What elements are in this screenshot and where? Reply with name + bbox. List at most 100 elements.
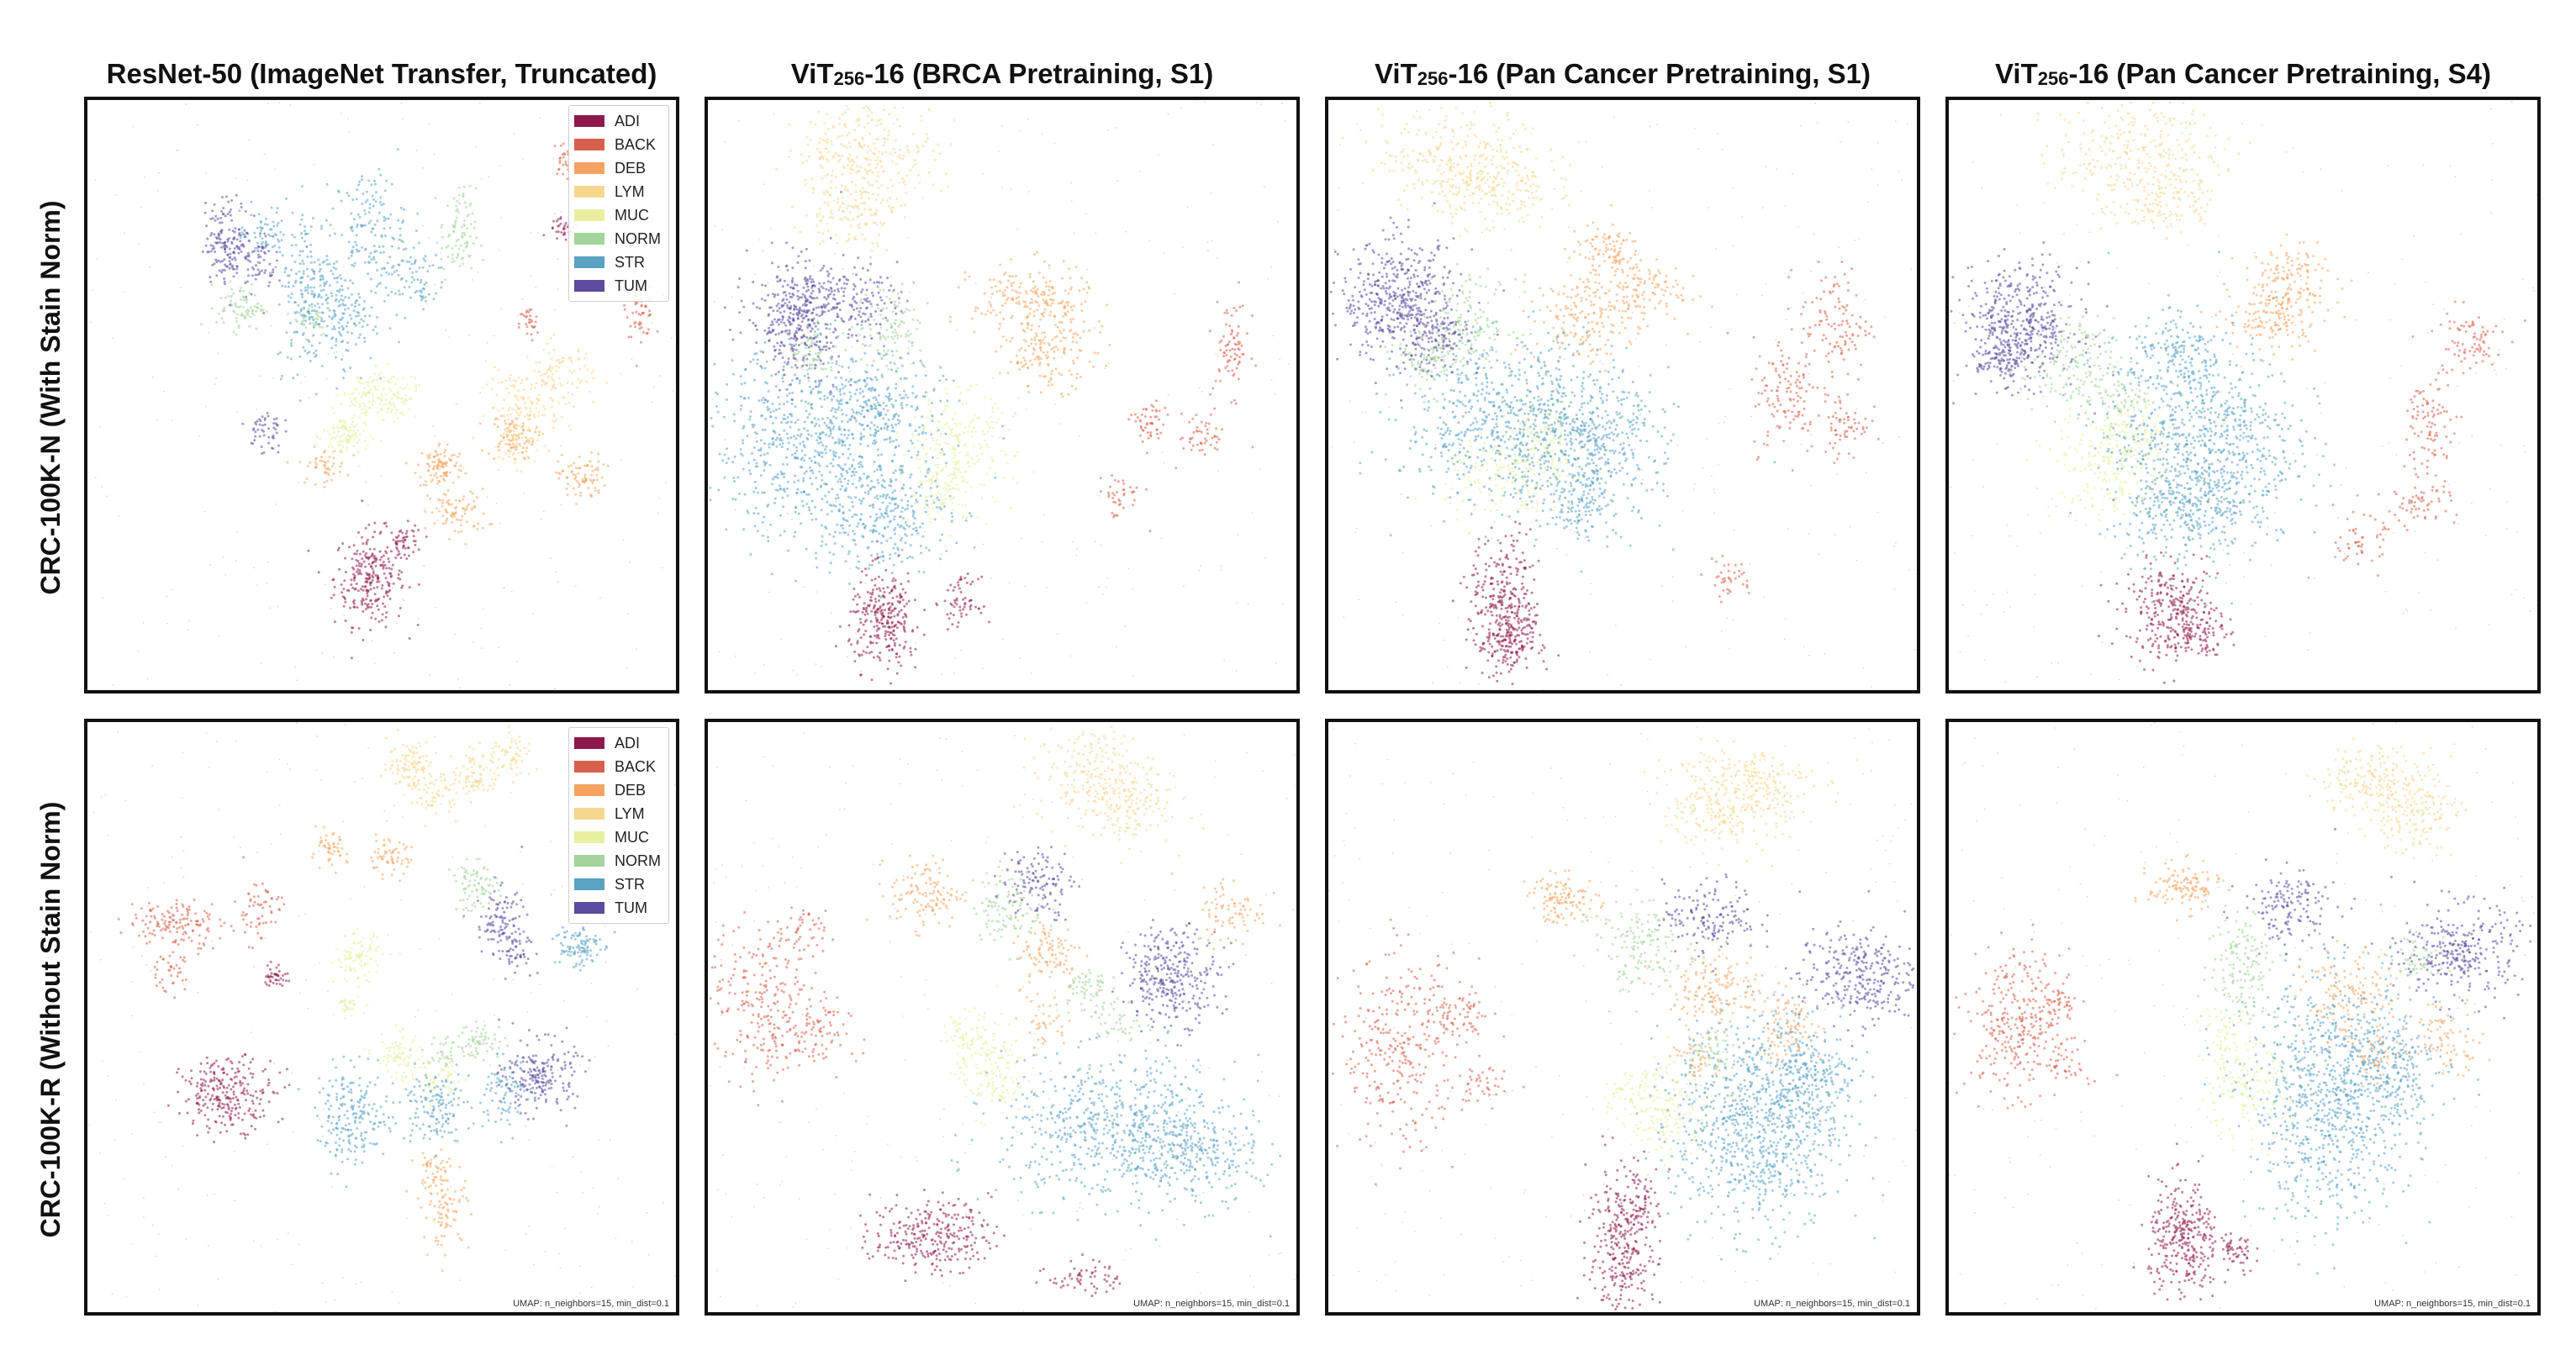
point-lym [585, 380, 589, 383]
point-deb [443, 455, 446, 458]
point-adi [888, 602, 890, 604]
point-str [359, 333, 362, 336]
point-deb [1069, 318, 1072, 321]
point-adi [895, 656, 898, 659]
point-tum [272, 235, 275, 238]
point-muc [988, 425, 991, 429]
point-str [335, 337, 338, 340]
point-norm [457, 238, 460, 241]
point-tum [267, 441, 271, 445]
point-str [299, 289, 303, 292]
point-norm [889, 323, 893, 326]
point-str [271, 245, 274, 249]
point-adi [879, 658, 882, 662]
background-point [185, 103, 187, 105]
point-muc [414, 377, 417, 380]
point-tum [272, 268, 275, 272]
point-back [1222, 335, 1225, 338]
background-point [517, 315, 519, 317]
point-str [332, 308, 335, 312]
point-deb [1092, 365, 1095, 368]
point-back [525, 332, 529, 335]
point-lym [872, 192, 875, 196]
point-tum [263, 423, 267, 426]
background-point [911, 425, 913, 427]
point-deb [510, 434, 514, 437]
point-back [1111, 497, 1115, 500]
point-str [355, 299, 358, 303]
point-tum [223, 241, 226, 245]
background-point [850, 346, 853, 348]
point-adi [886, 630, 889, 634]
background-point [230, 303, 233, 304]
point-adi [872, 588, 874, 592]
point-adi [364, 526, 367, 530]
point-deb [602, 463, 605, 467]
point-lym [858, 226, 861, 229]
point-deb [1069, 330, 1072, 333]
point-deb [569, 464, 573, 467]
background-point [393, 651, 396, 654]
point-norm [831, 361, 834, 365]
background-point [146, 678, 149, 680]
point-adi [969, 604, 973, 607]
point-back [1130, 414, 1133, 417]
point-adi [901, 588, 905, 591]
point-lym [889, 208, 893, 212]
point-lym [510, 384, 514, 388]
point-tum [237, 251, 240, 255]
background-point [439, 468, 441, 471]
point-str [397, 219, 400, 222]
point-str [373, 234, 377, 237]
point-lym [514, 445, 517, 448]
point-lym [863, 190, 866, 193]
point-muc [963, 425, 967, 429]
point-deb [1017, 303, 1021, 306]
background-point [804, 586, 805, 588]
point-deb [1030, 338, 1033, 341]
point-lym [530, 388, 533, 391]
background-point [188, 620, 190, 622]
point-norm [440, 226, 443, 229]
point-adi [859, 621, 863, 625]
point-back [1159, 431, 1163, 435]
point-muc [924, 453, 927, 456]
point-muc [939, 435, 942, 438]
point-tum [218, 237, 220, 240]
point-norm [457, 210, 460, 214]
point-muc [389, 403, 393, 407]
point-adi [969, 599, 973, 602]
background-point [659, 375, 661, 377]
point-adi [864, 609, 868, 611]
point-str [291, 211, 294, 214]
point-lym [552, 333, 556, 336]
point-deb [1070, 384, 1074, 388]
column-title-1: ResNet-50 (ImageNet Transfer, Truncated) [84, 49, 679, 99]
point-str [293, 311, 297, 314]
background-point [219, 635, 220, 637]
point-str [305, 267, 309, 271]
point-muc [342, 432, 346, 435]
point-deb [1032, 280, 1035, 283]
background-point [96, 258, 98, 261]
point-deb [450, 459, 453, 461]
background-point [309, 397, 310, 399]
point-str [432, 298, 435, 301]
background-point [878, 642, 879, 644]
point-lym [891, 160, 895, 163]
point-deb [1051, 293, 1054, 296]
point-adi [364, 565, 367, 568]
point-adi [884, 632, 887, 635]
point-deb [1021, 329, 1025, 332]
point-lym [517, 376, 520, 379]
point-back [1218, 370, 1222, 373]
point-adi [338, 567, 341, 571]
point-adi [903, 620, 906, 623]
point-lym [862, 106, 865, 109]
point-norm [830, 369, 833, 372]
point-back [1111, 474, 1113, 477]
point-adi [343, 579, 346, 583]
point-norm [458, 265, 462, 267]
background-point [734, 509, 736, 511]
point-back [1139, 425, 1143, 428]
